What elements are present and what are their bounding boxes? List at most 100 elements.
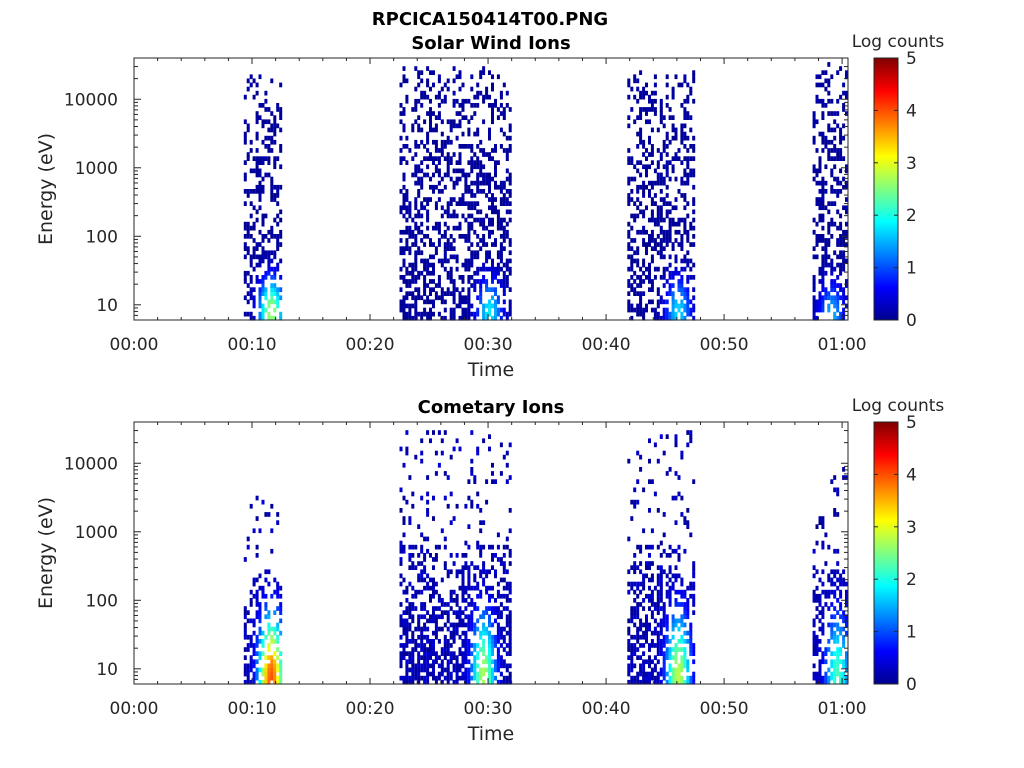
data-cell xyxy=(491,103,494,108)
data-cell xyxy=(252,622,256,628)
data-cell xyxy=(467,479,471,484)
data-cell xyxy=(485,152,489,157)
data-cell xyxy=(821,201,825,206)
data-cell xyxy=(842,311,846,317)
data-cell xyxy=(464,614,468,620)
data-cell xyxy=(830,98,834,104)
data-cell xyxy=(476,307,480,313)
data-cell xyxy=(818,238,822,243)
data-cell xyxy=(839,189,843,194)
data-cell xyxy=(405,663,409,669)
data-cell xyxy=(420,238,424,243)
data-cell xyxy=(833,303,837,309)
data-cell xyxy=(255,156,259,161)
data-cell xyxy=(499,189,503,194)
data-cell xyxy=(276,675,280,681)
data-cell xyxy=(689,275,693,280)
data-cell xyxy=(627,94,631,100)
data-cell xyxy=(836,242,840,247)
data-cell xyxy=(429,270,432,276)
data-cell xyxy=(491,462,494,468)
data-cell xyxy=(261,311,265,317)
data-cell xyxy=(429,299,432,305)
data-cell xyxy=(446,643,450,648)
data-cell xyxy=(505,679,509,685)
data-cell xyxy=(249,503,253,509)
data-cell xyxy=(405,639,409,644)
data-cell xyxy=(836,303,840,309)
data-cell xyxy=(656,577,660,583)
data-cell xyxy=(839,630,843,636)
data-cell xyxy=(645,119,648,125)
data-cell xyxy=(639,544,643,550)
data-cell xyxy=(276,585,280,591)
data-cell xyxy=(417,213,421,219)
data-cell xyxy=(461,131,465,137)
data-cell xyxy=(455,74,459,80)
data-cell xyxy=(821,197,825,202)
data-cell xyxy=(423,262,427,268)
data-cell xyxy=(270,148,274,153)
data-cell xyxy=(270,229,274,235)
data-cell xyxy=(252,679,256,685)
data-cell xyxy=(642,679,646,685)
data-cell xyxy=(830,148,834,153)
data-cell xyxy=(499,246,503,251)
data-cell xyxy=(818,598,822,603)
data-cell xyxy=(833,622,837,628)
data-cell xyxy=(279,663,283,669)
data-cell xyxy=(270,180,274,186)
data-cell xyxy=(420,450,424,456)
data-cell xyxy=(662,229,666,235)
data-cell xyxy=(470,225,474,231)
data-cell xyxy=(402,655,406,660)
data-cell xyxy=(479,246,483,251)
colorbar-tick-label: 5 xyxy=(906,49,917,69)
data-cell xyxy=(267,647,271,652)
data-cell xyxy=(476,626,480,632)
data-cell xyxy=(426,311,430,317)
data-cell xyxy=(636,258,640,264)
data-cell xyxy=(680,454,684,460)
data-cell xyxy=(434,659,438,665)
data-cell xyxy=(243,201,247,206)
data-cell xyxy=(502,663,506,669)
data-cell xyxy=(243,246,247,251)
data-cell xyxy=(496,115,500,120)
data-cell xyxy=(249,234,253,239)
data-cell xyxy=(476,172,480,178)
data-cell xyxy=(452,589,456,595)
data-cell xyxy=(452,630,456,636)
data-cell xyxy=(645,172,648,178)
data-cell xyxy=(402,618,406,624)
data-cell xyxy=(653,238,657,243)
data-cell xyxy=(476,279,480,284)
data-cell xyxy=(399,238,403,243)
data-cell xyxy=(255,516,259,521)
data-cell xyxy=(839,626,843,632)
data-cell xyxy=(417,614,421,620)
data-cell xyxy=(677,217,681,223)
data-cell xyxy=(467,295,471,301)
data-cell xyxy=(432,614,435,620)
data-cell xyxy=(812,168,816,174)
data-cell xyxy=(246,189,250,194)
data-cell xyxy=(821,524,825,529)
data-cell xyxy=(488,103,491,108)
data-cell xyxy=(473,283,477,288)
data-cell xyxy=(491,315,494,321)
data-cell xyxy=(508,675,512,681)
data-cell xyxy=(665,266,669,272)
data-cell xyxy=(668,667,672,673)
data-cell xyxy=(417,123,421,129)
data-cell xyxy=(464,630,468,636)
data-cell xyxy=(270,197,274,202)
data-cell xyxy=(405,643,409,648)
data-cell xyxy=(830,569,834,575)
data-cell xyxy=(674,618,678,624)
data-cell xyxy=(452,598,456,603)
data-cell xyxy=(446,675,450,681)
data-cell xyxy=(426,573,430,579)
data-cell xyxy=(258,528,262,534)
data-cell xyxy=(845,70,848,75)
